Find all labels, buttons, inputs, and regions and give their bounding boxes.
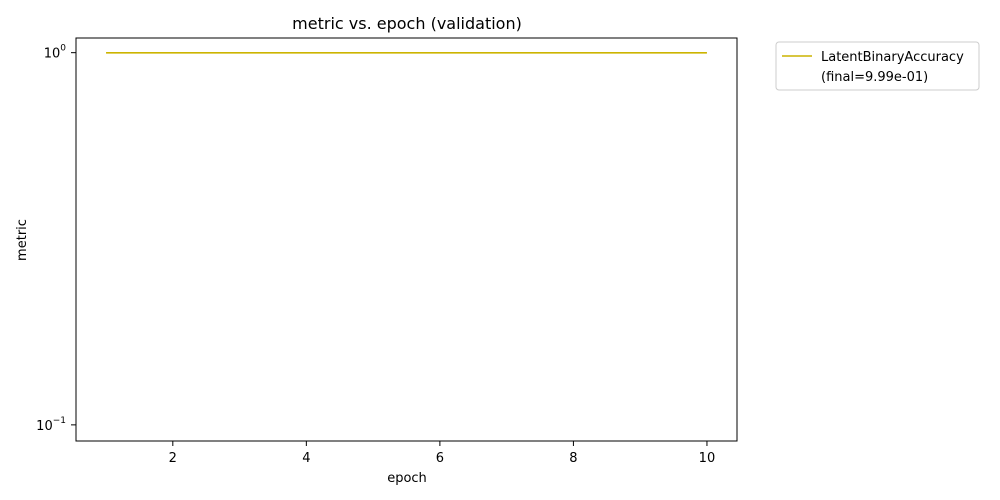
- x-axis: 2 4 6 8 10: [169, 441, 716, 466]
- legend-box: [775, 41, 980, 91]
- legend: LatentBinaryAccuracy (final=9.99e-01): [775, 41, 980, 91]
- x-tick-label: 10: [699, 451, 716, 466]
- x-axis-label: epoch: [387, 471, 427, 486]
- x-tick-label: 4: [302, 451, 310, 466]
- y-tick-label: 10−1: [36, 416, 66, 434]
- y-tick-label: 100: [44, 44, 67, 62]
- x-tick-label: 2: [169, 451, 177, 466]
- x-tick-label: 6: [436, 451, 444, 466]
- legend-note-final-value: (final=9.99e-01): [821, 70, 928, 85]
- y-axis: 100 10−1: [36, 44, 76, 434]
- plot-frame: [75, 37, 738, 442]
- plot-area: [75, 37, 738, 442]
- x-tick-label: 8: [569, 451, 577, 466]
- legend-label-latent-binary-accuracy: LatentBinaryAccuracy: [821, 50, 964, 65]
- chart-title: metric vs. epoch (validation): [292, 14, 522, 33]
- y-axis-label: metric: [15, 219, 30, 261]
